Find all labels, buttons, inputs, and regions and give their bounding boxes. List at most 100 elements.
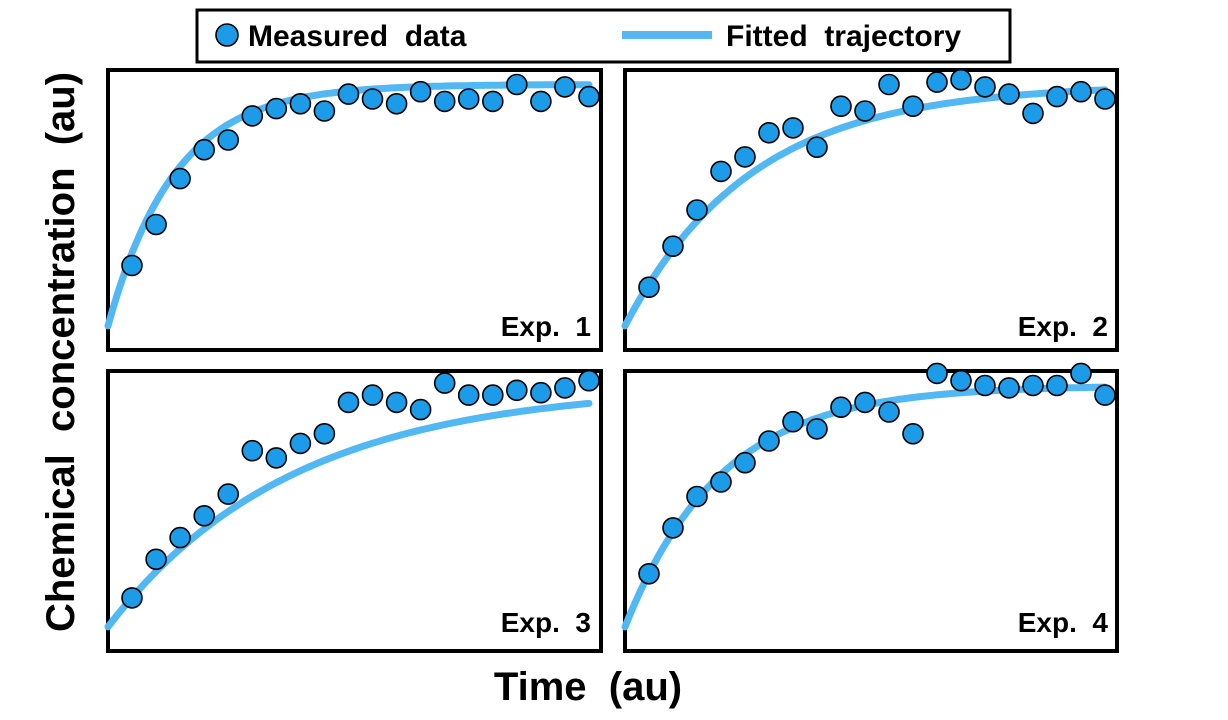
measured-data-point <box>241 439 264 462</box>
measured-data-point <box>974 374 996 397</box>
measured-data-point <box>830 396 852 419</box>
y-axis-label: Chemical concentration (au) <box>39 72 83 632</box>
measured-data-point <box>505 379 528 402</box>
measured-data-point <box>578 85 600 108</box>
measured-data-points <box>638 68 1116 299</box>
measured-data-point <box>1094 384 1116 406</box>
legend-label-fitted: Fitted trajectory <box>726 20 961 53</box>
measured-data-point <box>878 401 900 423</box>
measured-data-point <box>265 447 288 469</box>
measured-data-point <box>241 105 264 127</box>
measured-data-point <box>433 372 456 394</box>
legend: Measured data Fitted trajectory <box>195 8 1012 64</box>
measured-data-point <box>902 95 924 117</box>
x-axis-label: Time (au) <box>494 665 682 709</box>
measured-data-point <box>554 377 576 399</box>
measured-data-point <box>289 93 312 115</box>
measured-data-point <box>950 68 972 91</box>
panel-exp-2: Exp. 2 <box>621 68 1119 352</box>
measured-data-point <box>1070 80 1092 103</box>
measured-data-point <box>481 90 504 113</box>
measured-data-point <box>950 369 972 392</box>
measured-data-point <box>854 100 876 122</box>
measured-data-point <box>193 138 215 161</box>
measured-data-point <box>169 526 191 549</box>
measured-data-point <box>505 73 528 96</box>
measured-data-point <box>710 160 732 183</box>
measured-data-point <box>998 377 1020 399</box>
measured-data-point <box>193 504 215 527</box>
measured-data-point <box>313 100 336 122</box>
measured-data-point <box>409 80 432 103</box>
panel-label: Exp. 3 <box>501 607 591 638</box>
measured-data-point <box>289 432 312 455</box>
measured-data-point <box>313 422 336 445</box>
panel-label: Exp. 4 <box>1018 607 1109 638</box>
measured-data-point <box>554 76 576 98</box>
measured-data-point <box>1070 362 1092 385</box>
measured-data-point <box>758 430 780 452</box>
measured-data-point <box>782 410 804 433</box>
legend-label-measured: Measured data <box>248 20 467 53</box>
measured-data-point <box>361 88 384 110</box>
panel-label: Exp. 1 <box>501 311 591 342</box>
measured-data-point <box>265 97 288 120</box>
measured-data-point <box>121 254 143 277</box>
legend-box <box>195 8 1012 64</box>
measured-data-point <box>217 129 239 151</box>
measured-data-point <box>854 391 876 414</box>
measured-data-point <box>481 384 504 406</box>
measured-data-point <box>710 471 732 493</box>
measured-data-points <box>121 369 600 609</box>
measured-data-point <box>758 122 780 144</box>
measured-data-point <box>337 391 360 414</box>
measured-data-point <box>878 73 900 96</box>
measured-data-point <box>385 93 408 115</box>
measured-data-point <box>974 76 996 98</box>
measured-data-point <box>926 71 948 93</box>
measured-data-point <box>734 451 756 474</box>
panel-exp-1: Exp. 1 <box>104 68 603 352</box>
panel-frame <box>623 369 1119 653</box>
measured-data-point <box>806 136 828 158</box>
measured-data-point <box>734 146 756 168</box>
measured-data-point <box>433 90 456 113</box>
measured-data-point <box>337 83 360 105</box>
measured-data-point <box>457 88 480 110</box>
measured-data-point <box>1094 88 1116 110</box>
measured-data-point <box>782 117 804 139</box>
measured-data-point <box>686 485 708 508</box>
measured-data-point <box>830 95 852 117</box>
panel-exp-3: Exp. 3 <box>104 369 603 653</box>
measured-data-point <box>638 276 660 299</box>
measured-data-point <box>217 483 239 505</box>
measured-data-point <box>530 381 552 404</box>
measured-data-point <box>1022 374 1044 397</box>
measured-data-point <box>1046 85 1068 108</box>
measured-data-point <box>686 199 708 221</box>
measured-data-points <box>638 362 1116 585</box>
panel-frame <box>106 369 603 653</box>
measured-data-point <box>1046 374 1068 397</box>
measured-data-point <box>662 517 684 539</box>
measured-data-point <box>145 213 167 236</box>
measured-data-point <box>1022 102 1044 125</box>
panel-exp-4: Exp. 4 <box>621 362 1119 653</box>
measured-data-points <box>121 73 600 277</box>
measured-data-point <box>578 369 600 392</box>
measured-data-point <box>409 398 432 421</box>
measured-data-point <box>145 548 167 571</box>
measured-data-point <box>806 418 828 440</box>
measured-data-point <box>169 167 191 190</box>
measured-data-point <box>926 362 948 385</box>
legend-marker-icon <box>215 23 239 47</box>
measured-data-point <box>902 422 924 445</box>
measured-data-point <box>530 90 552 113</box>
measured-data-point <box>662 235 684 257</box>
measured-data-point <box>385 391 408 414</box>
measured-data-point <box>361 384 384 406</box>
measured-data-point <box>998 83 1020 105</box>
panel-label: Exp. 2 <box>1018 311 1108 342</box>
measured-data-point <box>457 384 480 406</box>
